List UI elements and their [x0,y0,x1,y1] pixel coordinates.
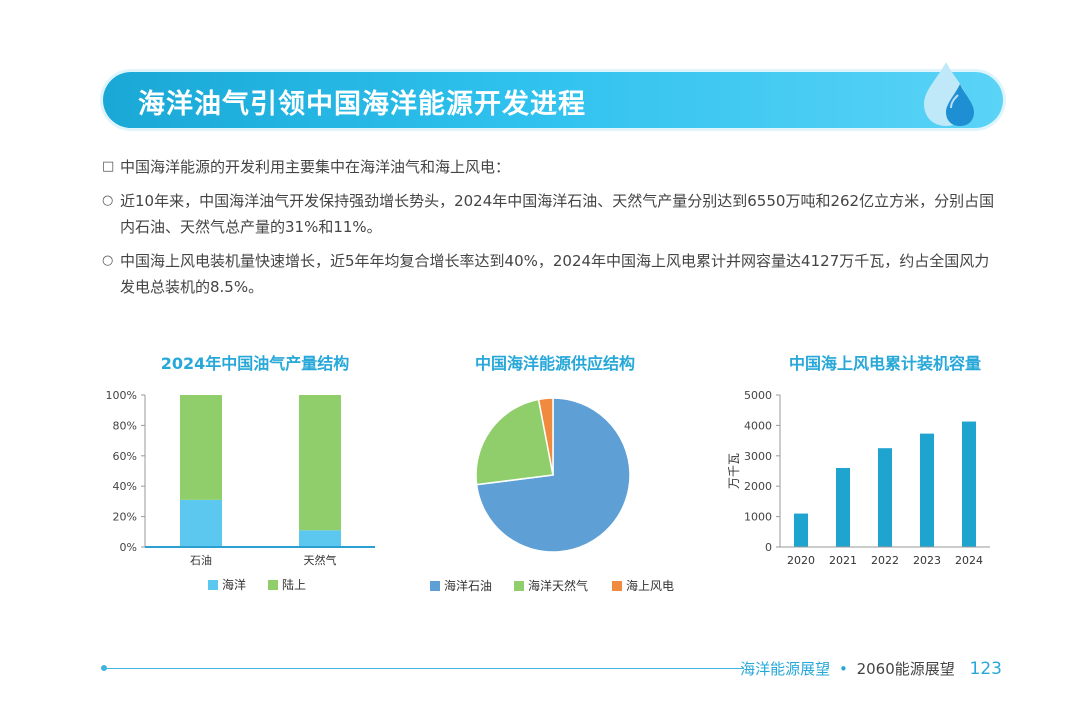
x-tick-label: 2022 [871,554,899,567]
legend-label: 海上风电 [626,578,674,593]
legend-swatch [268,580,278,590]
bullet-text: 中国海洋能源的开发利用主要集中在海洋油气和海上风电： [120,158,511,176]
circle-bullet-icon: ○ [102,253,114,268]
y-axis-label: 万千瓦 [727,453,741,489]
chart-title-supply: 中国海洋能源供应结构 [474,354,635,373]
footer-book: 2060能源展望 [856,660,955,678]
circle-bullet-icon: ○ [102,193,114,208]
y-tick-label: 3000 [744,450,772,463]
title-banner [103,72,1003,128]
y-tick-label: 0 [765,541,772,554]
bar-陆上 [299,395,341,531]
footer: 海洋能源展望 • 2060能源展望 123 [740,658,1002,679]
x-tick-label: 天然气 [304,553,337,567]
y-tick-label: 5000 [744,389,772,402]
footer-separator: • [838,660,848,678]
footer-section: 海洋能源展望 [740,660,831,678]
wind-capacity-chart: 0 1000 2000 3000 4000 5000 万千瓦 2020 2021 2022 2023… [727,389,990,567]
bar-陆上 [180,395,222,500]
pie-slice-海上风电 [537,397,554,476]
legend-label: 海洋天然气 [528,578,588,593]
list-item: □ 中国海洋能源的开发利用主要集中在海洋油气和海上风电： [102,154,1002,180]
bar-2023 [920,433,934,547]
x-tick-label: 石油 [190,553,212,567]
y-tick-label: 60% [113,450,137,463]
legend-label: 陆上 [282,577,306,592]
bullet-list: □ 中国海洋能源的开发利用主要集中在海洋油气和海上风电： ○ 近10年来，中国海… [102,154,1002,308]
x-tick-label: 2024 [955,554,983,567]
y-tick-label: 20% [113,511,137,524]
square-bullet-icon: □ [102,159,115,174]
y-tick-label: 40% [113,480,137,493]
legend-swatch [208,580,218,590]
bar-2024 [962,421,976,547]
supply-structure-chart: 海洋石油 海洋天然气 海上风电 [430,397,674,593]
y-tick-label: 0% [120,541,137,554]
pie-slice-海洋天然气 [475,398,554,486]
legend-swatch [430,581,440,591]
bullet-text: 近10年来，中国海洋油气开发保持强劲增长势头，2024年中国海洋石油、天然气产量… [120,192,995,236]
chart-title-oil-gas: 2024年中国油气产量结构 [160,354,350,373]
legend-swatch [514,581,524,591]
x-tick-label: 2020 [787,554,815,567]
y-tick-label: 4000 [744,419,772,432]
x-tick-label: 2023 [913,554,941,567]
bullet-text: 中国海上风电装机量快速增长，近5年年均复合增长率达到40%，2024年中国海上风… [120,252,990,296]
legend-swatch [612,581,622,591]
bar-2022 [878,448,892,547]
y-tick-label: 1000 [744,511,772,524]
y-tick-label: 80% [113,419,137,432]
y-tick-label: 2000 [744,480,772,493]
chart-title-wind: 中国海上风电累计装机容量 [788,354,981,373]
list-item: ○ 中国海上风电装机量快速增长，近5年年均复合增长率达到40%，2024年中国海… [102,248,1002,300]
x-tick-label: 2021 [829,554,857,567]
bar-海洋 [299,530,341,547]
legend-label: 海洋 [222,577,246,592]
footer-divider [104,668,744,669]
page-number: 123 [969,659,1002,679]
page-title: 海洋油气引领中国海洋能源开发进程 [138,89,586,120]
list-item: ○ 近10年来，中国海洋油气开发保持强劲增长势头，2024年中国海洋石油、天然气… [102,188,1002,240]
water-drop-icon [924,62,974,126]
bar-2020 [794,513,808,547]
bar-2021 [836,467,850,547]
y-tick-label: 100% [106,389,137,402]
legend-label: 海洋石油 [444,578,492,593]
bar-海洋 [180,499,222,547]
